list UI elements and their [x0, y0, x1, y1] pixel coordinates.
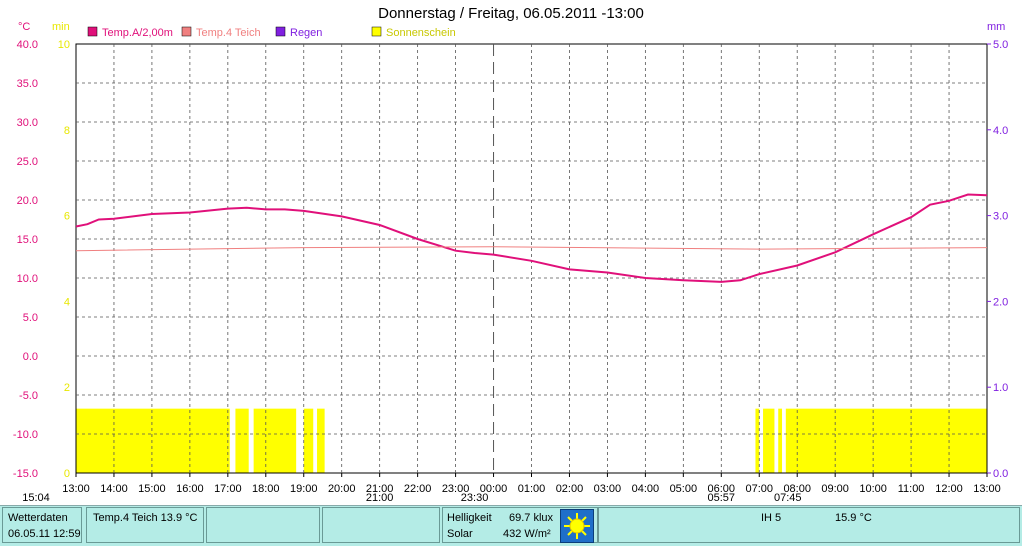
- sunshine-bar-a-1: [235, 408, 249, 473]
- left-tick-3: 25.0: [17, 156, 38, 168]
- status-panel-data: Wetterdaten 06.05.11 12:59: [2, 507, 82, 543]
- x-tick-7: 20:00: [328, 483, 356, 495]
- series-line-0: [75, 193, 988, 283]
- sun-marker-label-3: 05:57: [708, 492, 736, 504]
- min-tick-1: 8: [64, 125, 70, 137]
- current-temp: 15.9 °C: [835, 512, 872, 524]
- left-tick-2: 30.0: [17, 117, 38, 129]
- sunshine-bar-a-0: [76, 408, 230, 473]
- x-tick-21: 10:00: [859, 483, 887, 495]
- x-tick-15: 04:00: [632, 483, 660, 495]
- status-panel-ih-temp: IH 5 15.9 °C: [598, 507, 1020, 543]
- sun-marker-label-4: 07:45: [774, 492, 802, 504]
- left-tick-1: 35.0: [17, 78, 38, 90]
- x-tick-18: 07:00: [745, 483, 773, 495]
- right-tick-5: 0.0: [993, 468, 1008, 480]
- status-panel-pond: Temp.4 Teich 13.9 °C: [86, 507, 204, 543]
- status-data-timestamp: 06.05.11 12:59: [8, 528, 81, 540]
- chart-canvas: Donnerstag / Freitag, 06.05.2011 -13:00 °…: [13, 5, 1008, 504]
- min-tick-5: 0: [64, 468, 70, 480]
- x-tick-22: 11:00: [898, 483, 925, 495]
- right-tick-3: 2.0: [993, 296, 1008, 308]
- x-tick-1: 14:00: [100, 483, 128, 495]
- sunny-weather-icon: [560, 509, 594, 543]
- brightness-value: 69.7 klux: [509, 512, 554, 524]
- min-tick-4: 2: [64, 382, 70, 394]
- x-tick-14: 03:00: [594, 483, 622, 495]
- x-tick-24: 13:00: [973, 483, 1001, 495]
- x-tick-16: 05:00: [670, 483, 698, 495]
- x-tick-19: 08:00: [783, 483, 811, 495]
- status-bar: Wetterdaten 06.05.11 12:59 Temp.4 Teich …: [0, 505, 1022, 546]
- left-tick-8: 0.0: [23, 351, 38, 363]
- sunshine-bar-b-2: [778, 408, 783, 473]
- left-tick-9: -5.0: [19, 390, 38, 402]
- legend-label-1: Temp.4 Teich: [196, 27, 261, 39]
- x-tick-9: 22:00: [404, 483, 432, 495]
- status-panel-empty-1: [206, 507, 320, 543]
- sunshine-bar-b-0: [755, 408, 760, 473]
- solar-value: 432 W/m²: [503, 528, 551, 540]
- x-tick-2: 15:00: [138, 483, 166, 495]
- legend-swatch-0: [87, 26, 98, 37]
- x-tick-17: 06:00: [708, 483, 736, 495]
- sun-marker-label-0: 15:04: [22, 492, 50, 504]
- x-tick-20: 09:00: [821, 483, 849, 495]
- min-tick-2: 6: [64, 211, 70, 223]
- series-line-1: [75, 246, 988, 252]
- sun-marker-label-2: 23:30: [461, 492, 489, 504]
- ih-value: IH 5: [761, 512, 782, 524]
- left-tick-5: 15.0: [17, 234, 38, 246]
- x-tick-8: 21:00: [366, 483, 394, 495]
- x-tick-6: 19:00: [290, 483, 318, 495]
- legend-label-3: Sonnenschein: [386, 27, 456, 39]
- right-tick-0: 5.0: [993, 39, 1008, 51]
- sun-marker-label-1: 21:00: [366, 492, 394, 504]
- legend-label-0: Temp.A/2,00m: [102, 27, 173, 39]
- min-tick-3: 4: [64, 296, 70, 308]
- left-tick-4: 20.0: [17, 195, 38, 207]
- min-axis-unit: min: [52, 21, 70, 33]
- right-tick-4: 1.0: [993, 382, 1008, 394]
- legend-label-2: Regen: [290, 27, 322, 39]
- weather-chart: Donnerstag / Freitag, 06.05.2011 -13:00 °…: [13, 5, 1008, 504]
- sunshine-bar-a-4: [317, 408, 325, 473]
- status-data-label: Wetterdaten: [8, 512, 68, 524]
- sunshine-bar-b-1: [763, 408, 775, 473]
- x-tick-23: 12:00: [935, 483, 963, 495]
- sunshine-bar-a-2: [253, 408, 297, 473]
- x-tick-4: 17:00: [214, 483, 242, 495]
- x-tick-12: 01:00: [518, 483, 546, 495]
- chart-title: Donnerstag / Freitag, 06.05.2011 -13:00: [378, 5, 644, 22]
- x-tick-11: 00:00: [480, 483, 508, 495]
- left-axis-unit: °C: [18, 21, 30, 33]
- x-tick-0: 13:00: [62, 483, 90, 495]
- sunshine-bar-b-3: [785, 408, 987, 473]
- x-tick-13: 02:00: [556, 483, 584, 495]
- sunshine-bar-a-3: [303, 408, 314, 473]
- status-panel-empty-2: [322, 507, 440, 543]
- solar-label: Solar: [447, 528, 473, 540]
- left-tick-0: 40.0: [17, 39, 38, 51]
- x-tick-3: 16:00: [176, 483, 204, 495]
- right-tick-1: 4.0: [993, 125, 1008, 137]
- x-tick-5: 18:00: [252, 483, 280, 495]
- status-pond-temp: Temp.4 Teich 13.9 °C: [93, 512, 198, 524]
- left-tick-11: -15.0: [13, 468, 38, 480]
- x-tick-10: 23:00: [442, 483, 470, 495]
- left-tick-6: 10.0: [17, 273, 38, 285]
- left-tick-10: -10.0: [13, 429, 38, 441]
- legend-swatch-1: [181, 26, 192, 37]
- right-axis-unit: mm: [987, 21, 1005, 33]
- legend-swatch-2: [275, 26, 286, 37]
- min-tick-0: 10: [58, 39, 70, 51]
- left-tick-7: 5.0: [23, 312, 38, 324]
- brightness-label: Helligkeit: [447, 512, 492, 524]
- right-tick-2: 3.0: [993, 211, 1008, 223]
- legend-swatch-3: [371, 26, 382, 37]
